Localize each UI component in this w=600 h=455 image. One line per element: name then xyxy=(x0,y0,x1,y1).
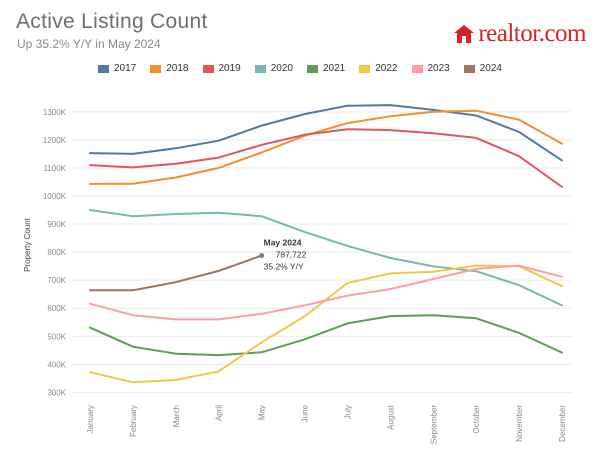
y-tick-label: 500K xyxy=(47,332,66,341)
annotation-point xyxy=(259,253,265,259)
x-axis-ticks: January February March April May June July Augu… xyxy=(86,404,567,444)
x-tick-label: March xyxy=(172,405,181,427)
legend-label: 2024 xyxy=(479,63,502,74)
legend-swatch xyxy=(254,64,266,73)
y-tick-label: 400K xyxy=(47,360,66,369)
x-tick-label: May xyxy=(258,405,267,420)
legend-swatch xyxy=(359,64,371,73)
x-tick-label: April xyxy=(215,405,224,421)
legend-swatch xyxy=(411,64,423,73)
x-tick-label: July xyxy=(343,405,352,419)
series-line-2024 xyxy=(89,254,263,292)
legend-item-2021: 2021 xyxy=(307,63,345,74)
annotation-title: May 2024 xyxy=(264,238,302,248)
annotation-change: 35.2% Y/Y xyxy=(264,262,304,272)
series-line-2019 xyxy=(89,128,563,188)
y-tick-label: 900K xyxy=(47,220,66,229)
annotation: May 2024 787,722 35.2% Y/Y xyxy=(264,238,307,272)
legend-label: 2022 xyxy=(375,63,398,74)
series-line-2021 xyxy=(89,314,563,357)
annotation-value: 787,722 xyxy=(276,250,307,260)
y-tick-label: 600K xyxy=(47,304,66,313)
y-axis-label: Property Count xyxy=(23,217,32,272)
y-tick-label: 800K xyxy=(47,248,66,257)
realtor-logo: realtor.com xyxy=(453,20,586,48)
series-line-2023 xyxy=(89,264,563,321)
legend-label: 2023 xyxy=(427,63,450,74)
legend-item-2020: 2020 xyxy=(254,63,293,74)
legend-item-2019: 2019 xyxy=(202,63,241,74)
legend-label: 2018 xyxy=(166,63,189,74)
y-axis-ticks: 300K 400K 500K 600K 700K 800K 900K 1000K 1100K 12… xyxy=(43,108,67,398)
y-tick-label: 1100K xyxy=(43,164,66,173)
legend-label: 2020 xyxy=(270,63,293,74)
series-lines xyxy=(89,104,563,384)
legend-swatch xyxy=(98,64,109,73)
x-tick-label: August xyxy=(386,404,395,430)
legend-item-2018: 2018 xyxy=(150,63,189,74)
series-line-2017 xyxy=(89,104,563,162)
y-tick-label: 300K xyxy=(47,388,66,397)
x-tick-label: November xyxy=(515,405,524,442)
legend-swatch xyxy=(202,64,214,73)
chart-title: Active Listing Count xyxy=(16,10,208,33)
legend-item-2023: 2023 xyxy=(411,63,450,74)
legend-label: 2021 xyxy=(323,63,346,74)
legend-item-2024: 2024 xyxy=(463,63,502,74)
logo-text: realtor.com xyxy=(478,20,586,47)
series-line-2020 xyxy=(89,209,563,307)
x-tick-label: December xyxy=(558,405,567,442)
x-tick-label: January xyxy=(86,405,95,433)
y-tick-label: 1300K xyxy=(43,108,67,117)
legend-item-2017: 2017 xyxy=(98,63,136,74)
legend-swatch xyxy=(150,64,162,73)
house-icon xyxy=(454,25,475,43)
legend-item-2022: 2022 xyxy=(359,63,398,74)
chart-legend: 2017 2018 2019 2020 2021 2022 2023 2024 xyxy=(0,63,600,74)
x-tick-label: October xyxy=(472,405,481,434)
x-tick-label: September xyxy=(429,405,438,444)
legend-swatch xyxy=(463,64,475,73)
y-tick-label: 1000K xyxy=(43,192,67,201)
legend-label: 2019 xyxy=(218,63,241,74)
y-tick-label: 1200K xyxy=(43,136,67,145)
chart-subtitle: Up 35.2% Y/Y in May 2024 xyxy=(17,37,161,51)
legend-swatch xyxy=(307,64,318,73)
x-tick-label: June xyxy=(301,404,310,422)
x-tick-label: February xyxy=(129,405,138,437)
legend-label: 2017 xyxy=(114,63,137,74)
series-line-2018 xyxy=(89,109,563,185)
grid-lines xyxy=(72,111,572,393)
y-tick-label: 700K xyxy=(47,276,66,285)
